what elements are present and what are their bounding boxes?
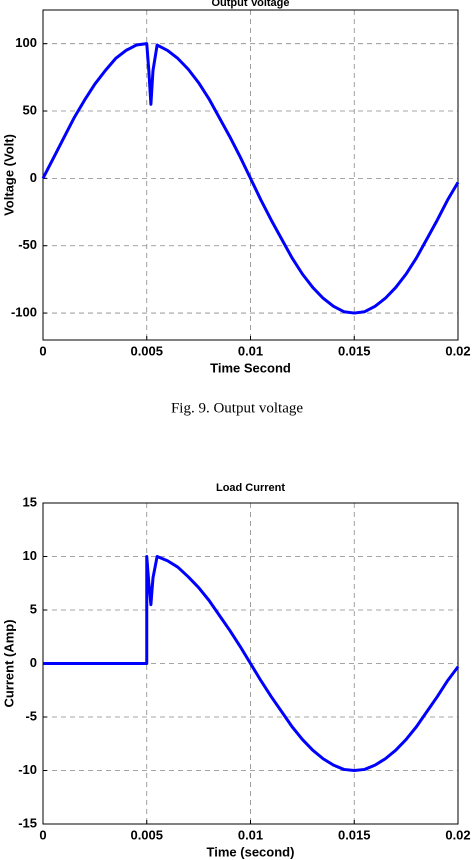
x-tick-label: 0.02 <box>445 343 470 358</box>
axes-frame <box>42 9 459 341</box>
x-tick-label: 0.01 <box>238 827 263 842</box>
chart-title: Load Current <box>216 482 285 494</box>
x-tick-label: 0 <box>39 827 46 842</box>
y-tick-label: 50 <box>23 102 37 117</box>
x-tick-label: 0.005 <box>130 343 163 358</box>
caption: Fig. 9. Output voltage <box>171 400 303 416</box>
y-tick-label: -50 <box>18 237 37 252</box>
chart-title: Output Voltage <box>211 0 289 9</box>
x-tick-label: 0 <box>39 343 46 358</box>
y-tick-label: 100 <box>15 35 37 50</box>
y-tick-label: -10 <box>18 762 37 777</box>
y-tick-label: 0 <box>30 655 37 670</box>
x-tick-label: 0.005 <box>130 827 163 842</box>
y-tick-label: 15 <box>23 494 37 509</box>
y-axis-label: Voltage (Volt) <box>1 134 16 216</box>
x-axis-label: Time (second) <box>207 844 295 859</box>
data-line <box>41 42 460 315</box>
x-tick-label: 0.015 <box>338 827 371 842</box>
y-axis-label: Current (Amp) <box>1 619 16 707</box>
y-tick-label: 10 <box>23 548 37 563</box>
x-tick-label: 0.02 <box>445 827 470 842</box>
y-tick-label: 0 <box>30 170 37 185</box>
y-tick-label: -100 <box>11 304 37 319</box>
x-tick-label: 0.015 <box>338 343 371 358</box>
data-line <box>43 555 460 772</box>
x-axis-label: Time Second <box>210 360 291 375</box>
y-tick-label: -15 <box>18 815 37 830</box>
x-tick-label: 0.01 <box>238 343 263 358</box>
y-tick-label: -5 <box>25 708 37 723</box>
y-tick-label: 5 <box>30 601 37 616</box>
